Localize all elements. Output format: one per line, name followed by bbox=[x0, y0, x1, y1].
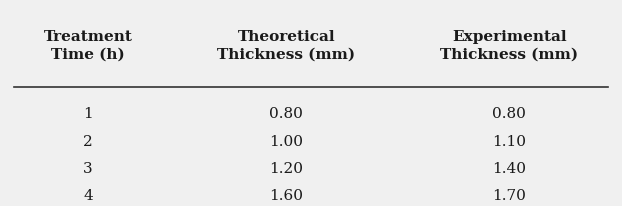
Text: 1.10: 1.10 bbox=[492, 135, 526, 149]
Text: 1.40: 1.40 bbox=[492, 162, 526, 176]
Text: 1.00: 1.00 bbox=[269, 135, 304, 149]
Text: 0.80: 0.80 bbox=[492, 107, 526, 121]
Text: 1.70: 1.70 bbox=[492, 189, 526, 203]
Text: 1.60: 1.60 bbox=[269, 189, 304, 203]
Text: Experimental
Thickness (mm): Experimental Thickness (mm) bbox=[440, 30, 578, 62]
Text: 0.80: 0.80 bbox=[269, 107, 303, 121]
Text: 3: 3 bbox=[83, 162, 93, 176]
Text: 2: 2 bbox=[83, 135, 93, 149]
Text: 1: 1 bbox=[83, 107, 93, 121]
Text: Theoretical
Thickness (mm): Theoretical Thickness (mm) bbox=[217, 30, 355, 62]
Text: Treatment
Time (h): Treatment Time (h) bbox=[44, 30, 132, 62]
Text: 4: 4 bbox=[83, 189, 93, 203]
Text: 1.20: 1.20 bbox=[269, 162, 304, 176]
